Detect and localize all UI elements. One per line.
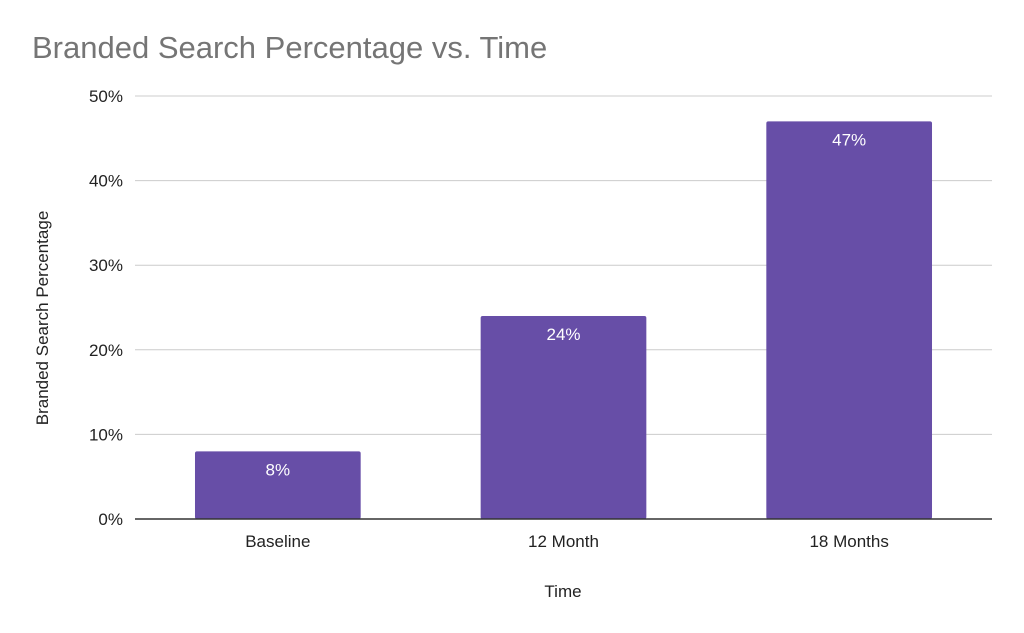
bar-data-label: 24% — [546, 325, 580, 344]
y-axis-ticks: 0% 10% 20% 30% 40% 50% — [89, 87, 123, 529]
x-axis-ticks: Baseline 12 Month 18 Months — [245, 532, 889, 551]
x-tick-label: 12 Month — [528, 532, 599, 551]
y-tick-label: 30% — [89, 256, 123, 275]
bar — [766, 121, 933, 519]
x-tick-label: 18 Months — [809, 532, 888, 551]
y-tick-label: 10% — [89, 425, 123, 444]
y-tick-label: 0% — [98, 510, 123, 529]
bar-data-label: 47% — [832, 130, 866, 149]
chart-title: Branded Search Percentage vs. Time — [32, 30, 547, 65]
bars: 8% 24% 47% — [194, 121, 933, 519]
bar — [194, 451, 361, 519]
bar — [480, 315, 647, 519]
y-axis-label: Branded Search Percentage — [33, 211, 52, 426]
y-tick-label: 50% — [89, 87, 123, 106]
bar-data-label: 8% — [266, 460, 291, 479]
y-tick-label: 20% — [89, 341, 123, 360]
y-tick-label: 40% — [89, 172, 123, 191]
x-tick-label: Baseline — [245, 532, 310, 551]
x-axis-label: Time — [544, 582, 581, 601]
